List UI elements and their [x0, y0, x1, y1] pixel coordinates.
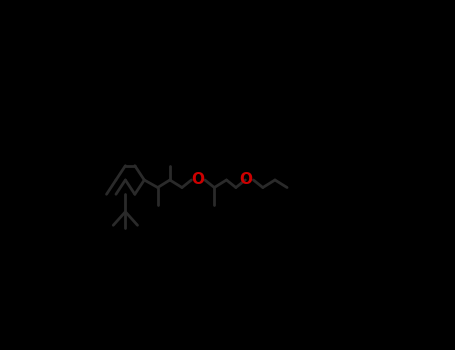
- Text: O: O: [192, 172, 205, 187]
- Text: O: O: [239, 172, 252, 187]
